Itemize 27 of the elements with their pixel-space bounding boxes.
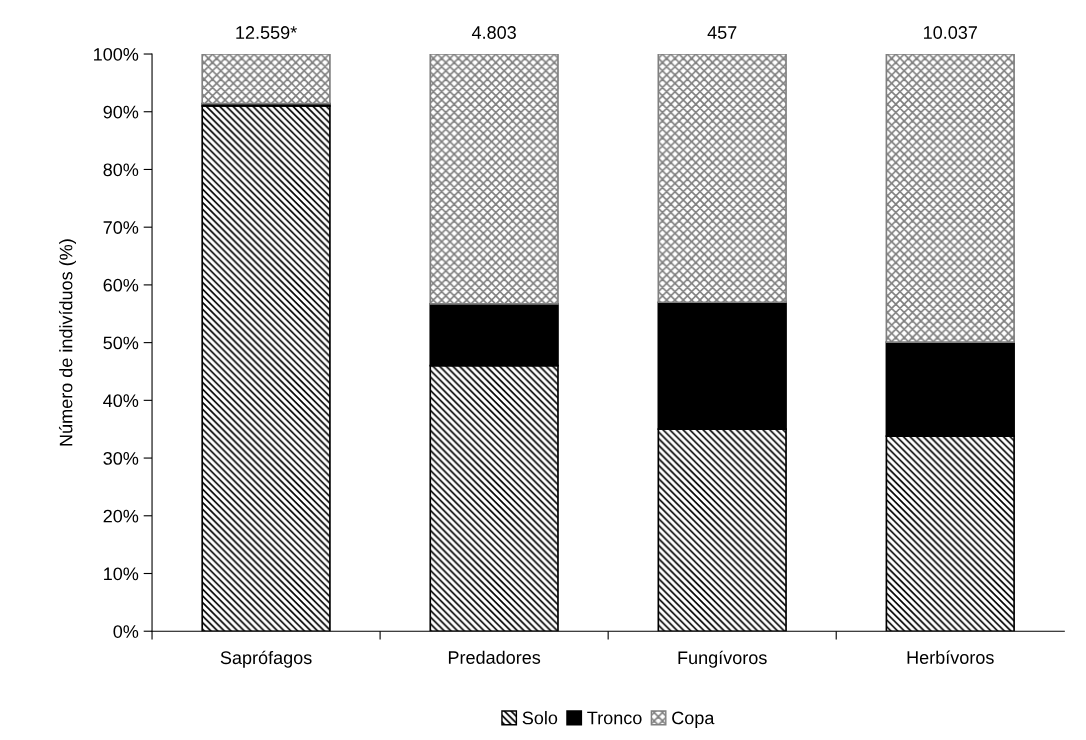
y-tick-label: 80% [103, 163, 139, 177]
text: 457 [707, 26, 737, 39]
y-tick-label: 0% [113, 625, 139, 638]
y-tick-label: 40% [103, 394, 139, 408]
x-tick-label: Fungívoros [678, 650, 767, 668]
text: 10.037 [924, 26, 977, 39]
legend-label: Tronco [587, 711, 642, 725]
text: 12.559* [236, 26, 297, 39]
y-tick-label: 20% [103, 509, 139, 523]
bar [657, 54, 787, 304]
y-tick-label: 10% [104, 567, 139, 581]
text: 4.803 [471, 26, 516, 39]
y-tick-label: 30% [103, 451, 139, 465]
bar [885, 54, 1015, 343]
y-tick-label: 70% [103, 221, 139, 234]
y-tick-label: 60% [103, 278, 139, 292]
y-tick-label: 100% [94, 47, 139, 61]
x-tick-label: Predadores [448, 650, 541, 664]
legend-label: Solo [522, 711, 558, 725]
bar [429, 54, 559, 305]
bar [201, 54, 331, 105]
x-tick-label: Herbívoros [907, 650, 994, 664]
y-tick-label: 50% [103, 336, 139, 350]
y-tick-label: 90% [103, 105, 139, 119]
legend-label: Copa [672, 711, 715, 728]
x-tick-label: Saprófagos [220, 650, 312, 668]
y-axis-title: Número de indivíduos (%) [58, 239, 76, 446]
